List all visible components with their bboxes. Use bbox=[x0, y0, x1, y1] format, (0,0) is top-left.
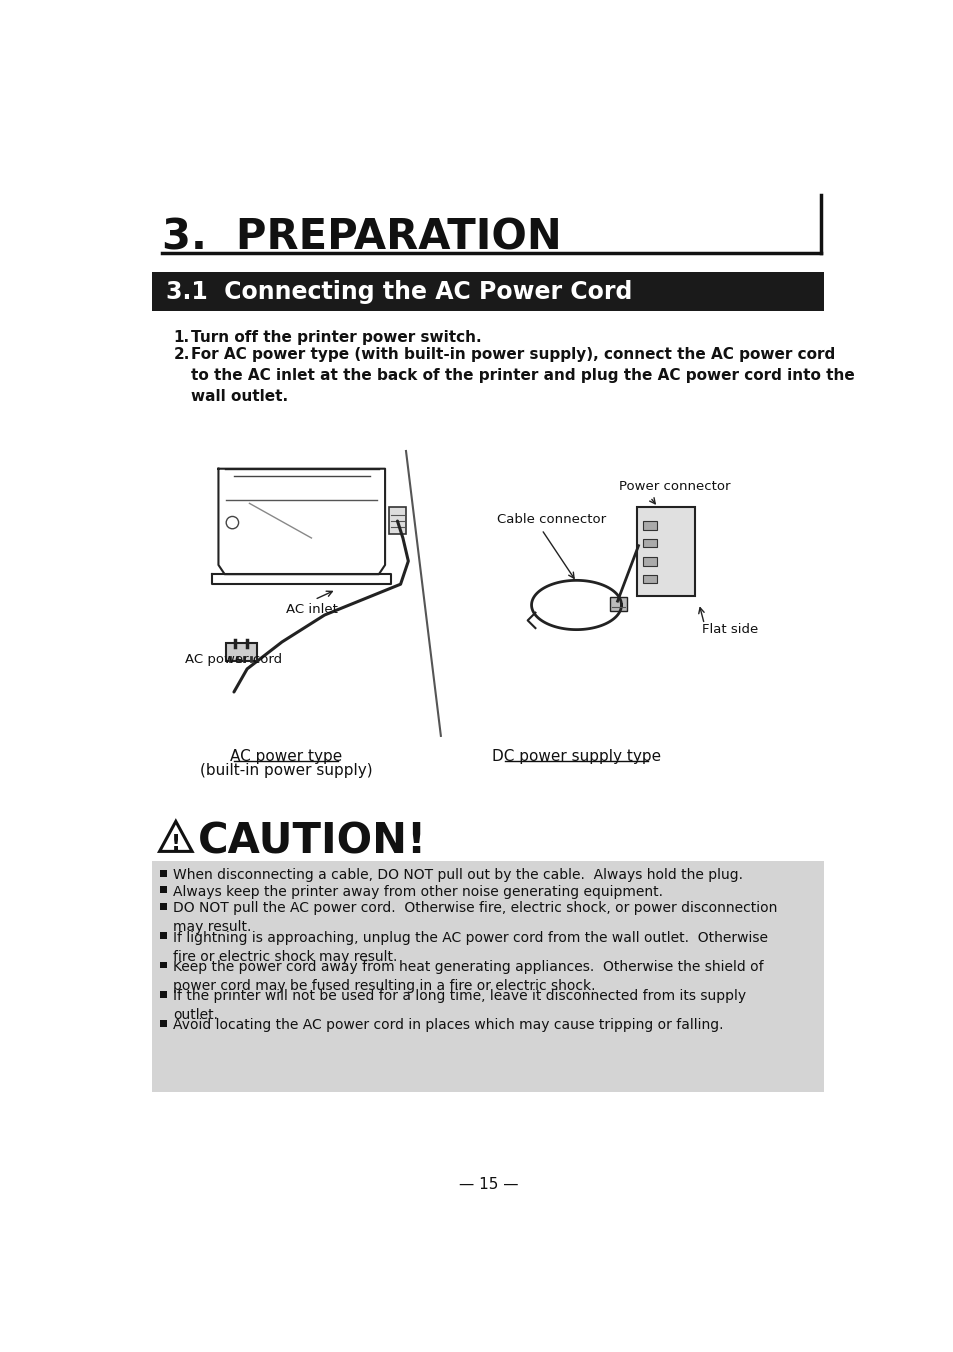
Text: !: ! bbox=[171, 834, 181, 853]
Text: For AC power type (with built-in power supply), connect the AC power cord
to the: For AC power type (with built-in power s… bbox=[191, 347, 853, 404]
Text: AC inlet: AC inlet bbox=[286, 603, 337, 617]
Text: If the printer will not be used for a long time, leave it disconnected from its : If the printer will not be used for a lo… bbox=[173, 990, 746, 1022]
Text: Avoid locating the AC power cord in places which may cause tripping or falling.: Avoid locating the AC power cord in plac… bbox=[173, 1018, 723, 1033]
Bar bbox=[159, 869, 167, 877]
Bar bbox=[609, 598, 626, 611]
Text: If lightning is approaching, unplug the AC power cord from the wall outlet.  Oth: If lightning is approaching, unplug the … bbox=[173, 930, 768, 964]
Text: Power connector: Power connector bbox=[618, 480, 730, 493]
Text: Always keep the printer away from other noise generating equipment.: Always keep the printer away from other … bbox=[173, 886, 662, 899]
Text: When disconnecting a cable, DO NOT pull out by the cable.  Always hold the plug.: When disconnecting a cable, DO NOT pull … bbox=[173, 868, 742, 883]
Text: 3.1  Connecting the AC Power Cord: 3.1 Connecting the AC Power Cord bbox=[166, 280, 632, 304]
Text: CAUTION!: CAUTION! bbox=[198, 821, 427, 863]
Text: Turn off the printer power switch.: Turn off the printer power switch. bbox=[191, 330, 480, 345]
Bar bbox=[159, 903, 167, 910]
Bar bbox=[159, 933, 167, 940]
Bar bbox=[642, 575, 657, 584]
Text: 2.: 2. bbox=[173, 347, 190, 362]
Text: — 15 —: — 15 — bbox=[458, 1178, 518, 1192]
Bar bbox=[642, 521, 657, 530]
Bar bbox=[159, 887, 167, 894]
Text: AC power cord: AC power cord bbox=[185, 653, 282, 667]
Text: DC power supply type: DC power supply type bbox=[492, 749, 660, 764]
Text: Flat side: Flat side bbox=[701, 623, 758, 637]
Bar bbox=[226, 642, 257, 661]
Bar bbox=[637, 507, 695, 596]
Text: 1.: 1. bbox=[173, 330, 190, 345]
Text: Keep the power cord away from heat generating appliances.  Otherwise the shield : Keep the power cord away from heat gener… bbox=[173, 960, 763, 992]
Bar bbox=[152, 861, 823, 1091]
Text: 3.  PREPARATION: 3. PREPARATION bbox=[162, 216, 561, 258]
Bar bbox=[642, 538, 657, 548]
Text: DO NOT pull the AC power cord.  Otherwise fire, electric shock, or power disconn: DO NOT pull the AC power cord. Otherwise… bbox=[173, 902, 777, 934]
Text: Cable connector: Cable connector bbox=[497, 512, 606, 526]
Bar bbox=[389, 507, 406, 534]
Bar bbox=[159, 991, 167, 998]
Text: AC power type: AC power type bbox=[230, 749, 341, 764]
Text: (built-in power supply): (built-in power supply) bbox=[199, 763, 372, 777]
Bar bbox=[159, 961, 167, 968]
Bar bbox=[159, 1019, 167, 1028]
Bar bbox=[152, 272, 823, 311]
Bar bbox=[642, 557, 657, 565]
